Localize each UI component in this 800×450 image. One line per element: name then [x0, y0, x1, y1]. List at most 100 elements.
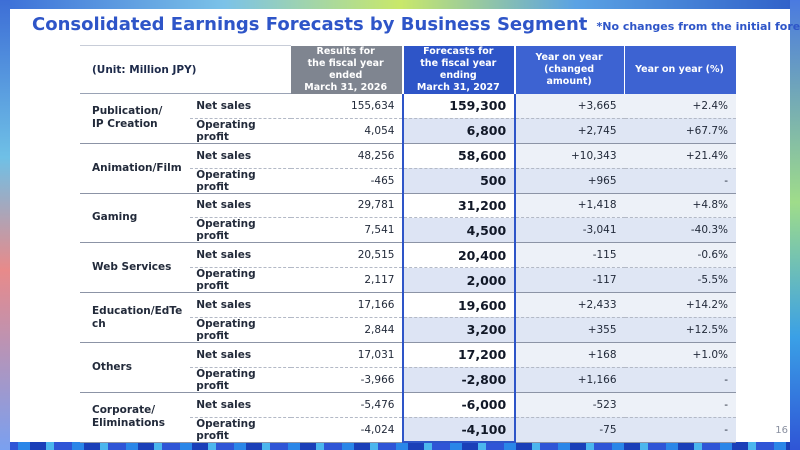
table-row: Operating profit -3,966 -2,800 +1,166- — [80, 367, 736, 393]
header-yoy-amount: Year on year (changed amount) — [515, 45, 626, 94]
metric-label: Net sales — [190, 93, 291, 119]
forecast-value: 17,200 — [402, 342, 517, 368]
segment-name: Education/EdTe ch — [80, 292, 191, 343]
forecast-value: -6,000 — [402, 392, 517, 418]
yoy-pct-value: - — [624, 392, 736, 418]
page-number: 16 — [775, 425, 788, 436]
slide-note: *No changes from the initial forecasts — [596, 20, 800, 33]
results-value: 17,166 — [290, 292, 404, 318]
decorative-left-border — [0, 0, 10, 450]
yoy-pct-value: -0.6% — [624, 242, 736, 269]
yoy-amount-value: +2,745 — [515, 118, 625, 144]
segment-name: Gaming — [80, 193, 191, 244]
yoy-pct-value: -5.5% — [624, 267, 736, 294]
table-row: Gaming Net sales 29,781 31,200 +1,418 +4.8% — [80, 193, 736, 244]
forecast-value: 3,200 — [402, 317, 517, 343]
forecast-value: 19,600 — [402, 292, 517, 318]
results-value: -4,024 — [290, 417, 404, 443]
results-value: 29,781 — [290, 193, 404, 219]
yoy-pct-value: +2.4% — [624, 93, 736, 119]
yoy-amount-value: +1,418 — [515, 193, 625, 219]
yoy-pct-value: +21.4% — [624, 143, 736, 169]
metric-label: Operating profit — [190, 118, 291, 144]
forecast-value: -2,800 — [402, 367, 517, 393]
metric-label: Net sales — [190, 292, 291, 318]
results-value: 48,256 — [290, 143, 404, 169]
metric-label: Net sales — [190, 342, 291, 368]
results-value: -465 — [290, 168, 404, 194]
table-row: Operating profit -4,024 -4,100 -75- — [80, 417, 736, 444]
table-header-row: (Unit: Million JPY) Results for the fisca… — [80, 45, 736, 94]
yoy-amount-value: +2,433 — [515, 292, 625, 318]
yoy-pct-value: - — [624, 417, 736, 443]
results-value: 7,541 — [290, 217, 404, 244]
yoy-pct-value: +12.5% — [624, 317, 736, 343]
forecast-value: 159,300 — [402, 93, 517, 119]
yoy-amount-value: +168 — [515, 342, 625, 368]
results-value: 155,634 — [290, 93, 404, 119]
yoy-amount-value: +355 — [515, 317, 625, 343]
yoy-pct-value: +4.8% — [624, 193, 736, 219]
table-row: Others Net sales 17,031 17,200 +168 +1.0% — [80, 342, 736, 393]
table-row: Web Services Net sales 20,515 20,400 -115 -0.… — [80, 242, 736, 294]
table-row: Corporate/Eliminations Net sales -5,476 -6,… — [80, 392, 736, 443]
results-value: -3,966 — [290, 367, 404, 393]
table-row: Operating profit 2,117 2,000 -117 -5.5% — [80, 267, 736, 294]
forecast-value: 4,500 — [402, 217, 517, 244]
forecast-value: -4,100 — [402, 417, 517, 444]
segment-name: Web Services — [80, 242, 191, 294]
table-row: Publication/IP Creation Net sales 155,634 1… — [80, 93, 736, 144]
decorative-bottom-border — [0, 442, 800, 450]
table-row: Operating profit 2,844 3,200 +355 +12.5% — [80, 317, 736, 343]
earnings-forecast-table: (Unit: Million JPY) Results for the fisca… — [80, 45, 736, 444]
results-value: -5,476 — [290, 392, 404, 418]
yoy-amount-value: +10,343 — [515, 143, 625, 169]
forecast-value: 500 — [402, 168, 517, 194]
segment-name: Animation/Film — [80, 143, 191, 194]
metric-label: Net sales — [190, 193, 291, 219]
yoy-pct-value: - — [624, 168, 736, 194]
yoy-amount-value: -3,041 — [515, 217, 625, 244]
segment-name: Publication/IP Creation — [80, 93, 191, 144]
segment-name: Corporate/Eliminations — [80, 392, 191, 443]
metric-label: Net sales — [190, 392, 291, 418]
forecast-value: 2,000 — [402, 267, 517, 294]
table-row: Operating profit 7,541 4,500 -3,041 -40.3% — [80, 217, 736, 244]
decorative-top-border — [0, 0, 800, 9]
results-value: 4,054 — [290, 118, 404, 144]
yoy-amount-value: +1,166 — [515, 367, 625, 393]
results-value: 20,515 — [290, 242, 404, 269]
metric-label: Operating profit — [190, 168, 291, 194]
yoy-amount-value: -115 — [515, 242, 625, 269]
decorative-right-border — [790, 0, 800, 450]
metric-label: Operating profit — [190, 217, 291, 244]
yoy-pct-value: +67.7% — [624, 118, 736, 144]
yoy-pct-value: -40.3% — [624, 217, 736, 244]
metric-label: Operating profit — [190, 417, 291, 443]
unit-label: (Unit: Million JPY) — [80, 45, 291, 94]
table-row: Animation/Film Net sales 48,256 58,600 +10,3… — [80, 143, 736, 194]
segment-name: Others — [80, 342, 191, 393]
table-row: Operating profit -465 500 +965- — [80, 168, 736, 194]
metric-label: Operating profit — [190, 267, 291, 294]
yoy-amount-value: -523 — [515, 392, 625, 418]
yoy-amount-value: -117 — [515, 267, 625, 294]
yoy-pct-value: - — [624, 367, 736, 393]
slide-title-block: Consolidated Earnings Forecasts by Busin… — [32, 14, 800, 35]
results-value: 2,844 — [290, 317, 404, 343]
metric-label: Operating profit — [190, 317, 291, 343]
results-value: 2,117 — [290, 267, 404, 294]
metric-label: Operating profit — [190, 367, 291, 393]
header-forecasts: Forecasts for the fiscal year ending March… — [402, 45, 517, 94]
header-yoy-pct: Year on year (%) — [624, 45, 736, 94]
forecast-value: 31,200 — [402, 193, 517, 219]
table-row: Education/EdTe ch Net sales 17,166 19,600 +2,… — [80, 292, 736, 343]
slide-title: Consolidated Earnings Forecasts by Busin… — [32, 14, 588, 35]
forecast-value: 20,400 — [402, 242, 517, 269]
table-body: Publication/IP Creation Net sales 155,634 1… — [80, 93, 736, 444]
metric-label: Net sales — [190, 143, 291, 169]
forecast-value: 6,800 — [402, 118, 517, 144]
yoy-pct-value: +1.0% — [624, 342, 736, 368]
table-row: Operating profit 4,054 6,800 +2,745 +67.7% — [80, 118, 736, 144]
